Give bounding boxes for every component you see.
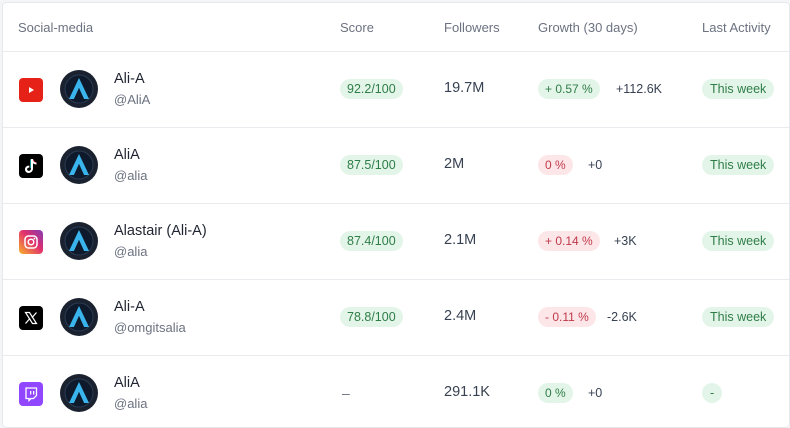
growth-delta: +112.6K — [616, 82, 662, 96]
activity-badge: - — [702, 383, 723, 403]
followers-count: 2.4M — [444, 308, 477, 324]
table-row[interactable]: Ali-A @AliA 92.2/100 19.7M + 0.57 % +112… — [3, 52, 789, 128]
profile-name[interactable]: AliA — [114, 147, 140, 163]
growth-badge: 0 % — [538, 155, 573, 175]
profile-handle: @AliA — [114, 92, 151, 107]
followers-count: 2M — [444, 156, 465, 172]
activity-badge: This week — [702, 79, 775, 99]
score-badge: 78.8/100 — [340, 307, 403, 327]
avatar[interactable] — [60, 222, 98, 260]
column-header-social-media[interactable]: Social-media — [18, 20, 94, 35]
growth-delta: -2.6K — [607, 310, 637, 324]
instagram-icon — [19, 230, 43, 254]
score-badge: 92.2/100 — [340, 79, 403, 99]
profile-name[interactable]: Ali-A — [114, 71, 145, 87]
table-row[interactable]: Ali-A @omgitsalia 78.8/100 2.4M - 0.11 %… — [3, 280, 789, 356]
profile-name[interactable]: Ali-A — [114, 299, 145, 315]
youtube-icon — [19, 78, 43, 102]
followers-count: 19.7M — [444, 80, 485, 96]
profile-name[interactable]: Alastair (Ali-A) — [114, 223, 207, 239]
growth-badge: + 0.57 % — [538, 79, 600, 99]
table-row[interactable]: AliA @alia 87.5/100 2M 0 % +0 This week — [3, 128, 789, 204]
profile-handle: @alia — [114, 168, 148, 183]
score-badge: 87.4/100 — [340, 231, 403, 251]
growth-badge: 0 % — [538, 383, 573, 403]
growth-badge: + 0.14 % — [538, 231, 600, 251]
table-row[interactable]: AliA @alia – 291.1K 0 % +0 - — [3, 356, 789, 427]
score-badge: 87.5/100 — [340, 155, 403, 175]
tiktok-icon — [19, 154, 43, 178]
score-value: – — [342, 385, 350, 401]
twitch-icon — [19, 382, 43, 406]
table-header: Social-media Score Followers Growth (30 … — [3, 3, 789, 52]
followers-count: 291.1K — [444, 384, 490, 400]
profile-name[interactable]: AliA — [114, 375, 140, 391]
profile-handle: @alia — [114, 396, 148, 411]
activity-badge: This week — [702, 231, 775, 251]
activity-badge: This week — [702, 155, 775, 175]
growth-badge: - 0.11 % — [538, 307, 596, 327]
avatar[interactable] — [60, 70, 98, 108]
profile-handle: @alia — [114, 244, 148, 259]
avatar[interactable] — [60, 374, 98, 412]
column-header-growth[interactable]: Growth (30 days) — [538, 20, 638, 35]
column-header-followers[interactable]: Followers — [444, 20, 500, 35]
growth-delta: +0 — [588, 158, 603, 172]
avatar[interactable] — [60, 298, 98, 336]
followers-count: 2.1M — [444, 232, 477, 248]
column-header-score[interactable]: Score — [340, 20, 374, 35]
column-header-last-activity[interactable]: Last Activity — [702, 20, 771, 35]
profile-handle: @omgitsalia — [114, 320, 186, 335]
growth-delta: +0 — [588, 386, 603, 400]
activity-badge: This week — [702, 307, 775, 327]
growth-delta: +3K — [614, 234, 637, 248]
table-row[interactable]: Alastair (Ali-A) @alia 87.4/100 2.1M + 0… — [3, 204, 789, 280]
x-icon — [19, 306, 43, 330]
avatar[interactable] — [60, 146, 98, 184]
